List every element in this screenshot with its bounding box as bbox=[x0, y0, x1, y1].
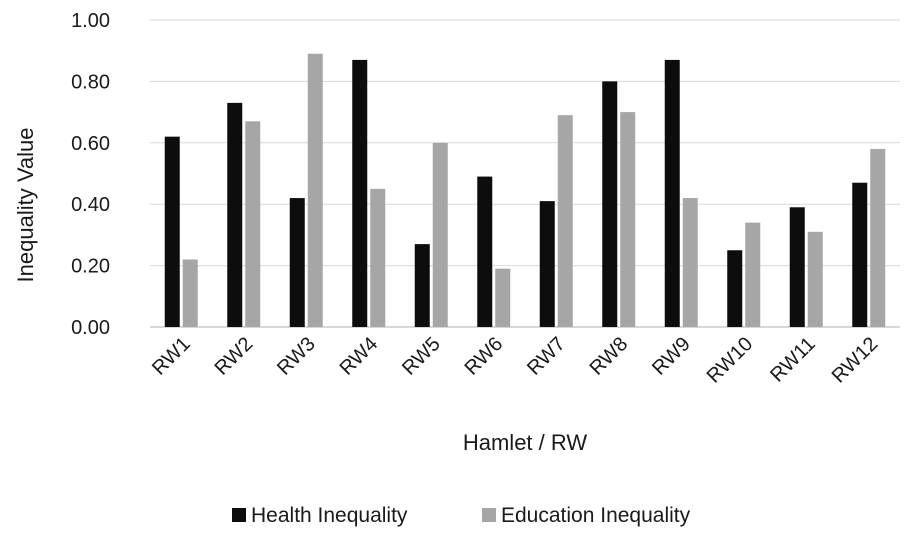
x-tick-label: RW1 bbox=[148, 333, 195, 380]
bar-health-rw8 bbox=[602, 81, 618, 328]
bar-health-rw6 bbox=[477, 176, 493, 327]
y-tick-label: 1.00 bbox=[71, 10, 110, 32]
y-tick-label: 0.60 bbox=[71, 133, 110, 155]
x-tick-label: RW11 bbox=[766, 333, 820, 387]
bar-health-rw10 bbox=[727, 250, 743, 327]
bar-health-rw7 bbox=[539, 201, 555, 327]
y-tick-label: 0.20 bbox=[71, 256, 110, 278]
bar-health-rw12 bbox=[852, 182, 868, 327]
bar-education-rw10 bbox=[745, 222, 761, 327]
legend-swatch-health bbox=[232, 508, 246, 522]
x-tick-label: RW10 bbox=[703, 333, 758, 388]
bar-health-rw4 bbox=[352, 59, 368, 327]
y-axis-tick-labels: 0.00 0.20 0.40 0.60 0.80 1.00 bbox=[71, 10, 110, 339]
x-tick-label: RW8 bbox=[586, 333, 633, 380]
y-tick-label: 0.40 bbox=[71, 194, 110, 216]
legend-label-health: Health Inequality bbox=[251, 504, 408, 527]
x-tick-label: RW6 bbox=[461, 333, 508, 380]
bar-health-rw11 bbox=[789, 207, 805, 327]
x-tick-label: RW12 bbox=[828, 333, 883, 388]
legend-label-education: Education Inequality bbox=[501, 504, 691, 527]
x-axis-tick-labels: RW1 RW2 RW3 RW4 RW5 RW6 RW7 RW8 RW9 RW10 RW11 RW12 bbox=[148, 333, 882, 388]
bar-education-rw6 bbox=[495, 268, 511, 327]
legend: Health Inequality Education Inequality bbox=[232, 504, 691, 527]
bar-health-rw3 bbox=[289, 198, 305, 327]
bar-education-rw11 bbox=[807, 231, 823, 327]
x-tick-label: RW4 bbox=[336, 333, 383, 380]
bar-education-rw5 bbox=[432, 142, 448, 327]
x-tick-label: RW9 bbox=[648, 333, 695, 380]
bar-education-rw9 bbox=[682, 198, 698, 327]
bar-education-rw2 bbox=[245, 121, 261, 327]
x-tick-label: RW7 bbox=[523, 333, 570, 380]
y-tick-label: 0.80 bbox=[71, 71, 110, 93]
x-tick-label: RW2 bbox=[211, 333, 258, 380]
x-tick-label: RW5 bbox=[398, 333, 445, 380]
x-tick-label: RW3 bbox=[273, 333, 320, 380]
bars bbox=[164, 53, 886, 328]
bar-health-rw5 bbox=[414, 244, 430, 327]
bar-health-rw2 bbox=[227, 102, 243, 327]
bar-health-rw1 bbox=[164, 136, 180, 327]
gridlines bbox=[150, 19, 900, 328]
bar-education-rw8 bbox=[620, 112, 636, 327]
y-axis-title: Inequality Value bbox=[13, 128, 38, 283]
bar-education-rw1 bbox=[182, 259, 198, 327]
bar-education-rw7 bbox=[557, 115, 573, 327]
y-tick-label: 0.00 bbox=[71, 317, 110, 339]
x-axis-title: Hamlet / RW bbox=[463, 430, 588, 455]
bar-education-rw12 bbox=[870, 148, 886, 327]
bar-health-rw9 bbox=[664, 59, 680, 327]
bar-education-rw3 bbox=[307, 53, 323, 328]
bar-education-rw4 bbox=[370, 188, 386, 327]
legend-swatch-education bbox=[482, 508, 496, 522]
